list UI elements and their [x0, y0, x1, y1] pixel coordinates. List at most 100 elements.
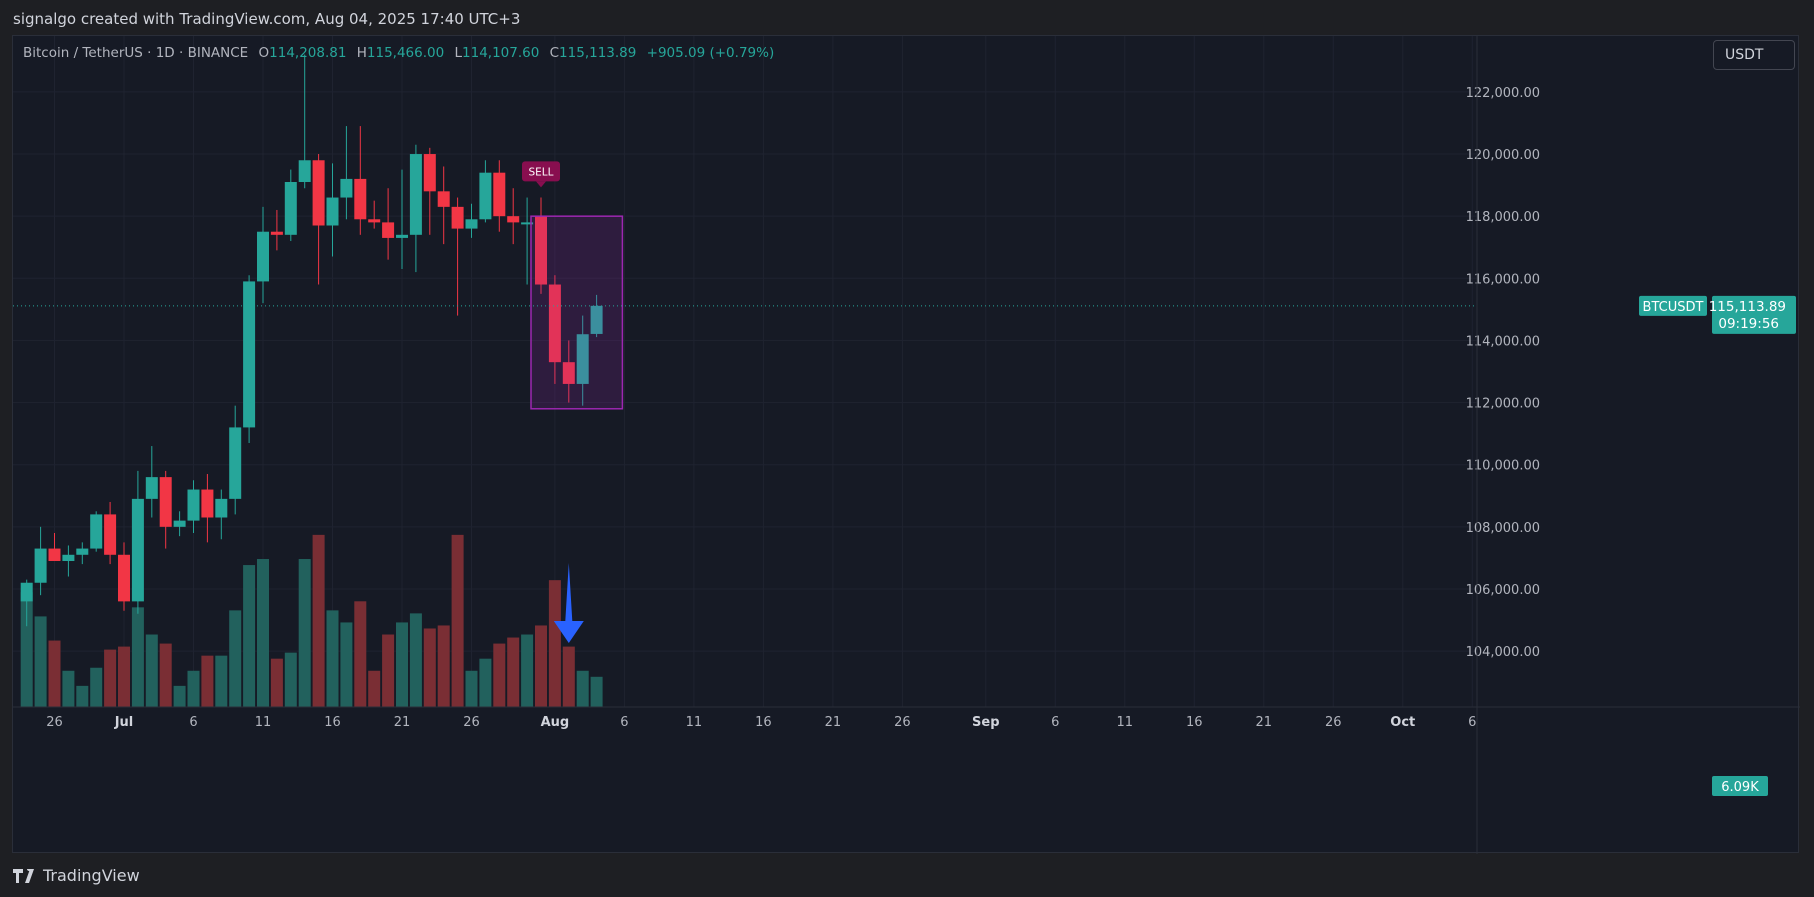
- volume-bar: [48, 640, 61, 707]
- volume-bar: [479, 658, 492, 707]
- x-tick-label: 26: [463, 715, 480, 730]
- candle-body: [340, 178, 353, 198]
- high-label: H: [356, 45, 367, 61]
- last-price-tag: [1712, 295, 1796, 334]
- volume-bar: [243, 565, 256, 707]
- high-value: 115,466.00: [366, 45, 445, 61]
- volume-bar: [270, 658, 283, 707]
- candle-body: [62, 554, 75, 561]
- x-tick-label: 16: [1186, 715, 1203, 730]
- volume-bar: [76, 685, 89, 707]
- close-value: 115,113.89: [559, 45, 637, 61]
- volume-bar: [229, 610, 242, 707]
- tradingview-logo-icon: [13, 868, 34, 883]
- candle-body: [257, 231, 269, 282]
- candle-body: [548, 284, 561, 363]
- candle-body: [396, 234, 408, 238]
- candle-body: [104, 514, 117, 555]
- change-value: +905.09 (+0.79%): [646, 45, 775, 61]
- candle-body: [326, 197, 339, 226]
- candle-body: [423, 154, 436, 192]
- volume-bar: [159, 643, 172, 707]
- sell-badge: [522, 161, 560, 182]
- candle-body: [48, 548, 61, 561]
- y-tick-label: 118,000.00: [1466, 210, 1540, 225]
- y-tick-label: 106,000.00: [1466, 583, 1540, 598]
- candle-body: [576, 334, 589, 384]
- candle-body: [493, 172, 506, 217]
- volume-bar: [465, 670, 478, 707]
- x-tick-label: 16: [324, 715, 341, 730]
- volume-bar: [118, 646, 130, 707]
- x-tick-label: 6: [620, 715, 628, 730]
- brand-name: TradingView: [43, 866, 140, 885]
- y-tick-label: 114,000.00: [1466, 334, 1540, 349]
- y-tick-label: 116,000.00: [1466, 272, 1540, 287]
- currency-selector[interactable]: USDT: [1713, 40, 1795, 70]
- x-tick-label: 21: [1256, 715, 1273, 730]
- volume-bar: [382, 634, 395, 707]
- sell-badge-pointer: [536, 181, 546, 188]
- volume-bar: [340, 622, 353, 707]
- candle-body: [354, 178, 367, 220]
- candle-body: [131, 498, 144, 602]
- x-tick-label: 6: [189, 715, 197, 730]
- volume-bar: [312, 534, 325, 707]
- x-tick-label: 6: [1051, 715, 1059, 730]
- volume-bar: [562, 646, 575, 707]
- x-tick-label: 6: [1468, 715, 1476, 730]
- volume-bar: [507, 637, 520, 707]
- low-value: 114,107.60: [462, 45, 540, 61]
- candle-body: [76, 548, 89, 555]
- signal-highlight-box: [530, 215, 624, 410]
- candle-body: [20, 582, 33, 602]
- symbol-price-tag: [1639, 295, 1707, 316]
- x-tick-label: Jul: [114, 715, 134, 730]
- x-tick-label: 21: [825, 715, 842, 730]
- y-tick-label: 120,000.00: [1466, 148, 1540, 163]
- x-tick-label: Sep: [972, 715, 1000, 730]
- last-price-label: 115,113.89: [1709, 299, 1786, 315]
- volume-bar: [396, 622, 408, 707]
- volume-bar: [451, 534, 464, 707]
- candle-body: [145, 477, 158, 499]
- volume-bar: [423, 628, 436, 707]
- countdown-label: 09:19:56: [1718, 316, 1779, 332]
- candle-body: [243, 281, 256, 428]
- sell-signal-label: SELL: [529, 166, 554, 178]
- volume-bar: [90, 667, 103, 707]
- volume-bar: [173, 685, 186, 707]
- volume-bar: [257, 559, 269, 707]
- candle-body: [479, 172, 492, 220]
- volume-bar: [62, 670, 75, 707]
- candle-body: [159, 477, 172, 527]
- volume-bar: [326, 610, 339, 707]
- y-tick-label: 108,000.00: [1466, 521, 1540, 536]
- x-tick-label: 11: [686, 715, 703, 730]
- candle-body: [562, 362, 575, 384]
- candle-body: [284, 182, 297, 235]
- volume-bars: [20, 534, 603, 707]
- candle-body: [368, 219, 381, 223]
- x-tick-label: 11: [255, 715, 272, 730]
- candle-body: [118, 554, 130, 602]
- candle-body: [34, 548, 47, 583]
- volume-bar: [576, 670, 589, 707]
- x-tick-label: 16: [755, 715, 772, 730]
- grid-lines: [13, 36, 1477, 707]
- volume-bar: [131, 607, 144, 707]
- volume-tag: [1712, 776, 1768, 796]
- chart-frame[interactable]: SELL BTCUSDT 115,113.89 09:19:56 6.09K 104,0…: [12, 35, 1800, 854]
- low-label: L: [454, 45, 463, 61]
- volume-bar: [298, 559, 311, 707]
- footer-brand[interactable]: TradingView: [13, 866, 140, 885]
- volume-bar: [187, 670, 200, 707]
- chart-caption: signalgo created with TradingView.com, A…: [13, 10, 521, 28]
- y-tick-label: 122,000.00: [1466, 86, 1540, 101]
- volume-bar: [437, 625, 450, 707]
- volume-bar: [590, 676, 603, 707]
- down-arrow-icon: [553, 563, 584, 643]
- x-tick-label: 11: [1117, 715, 1134, 730]
